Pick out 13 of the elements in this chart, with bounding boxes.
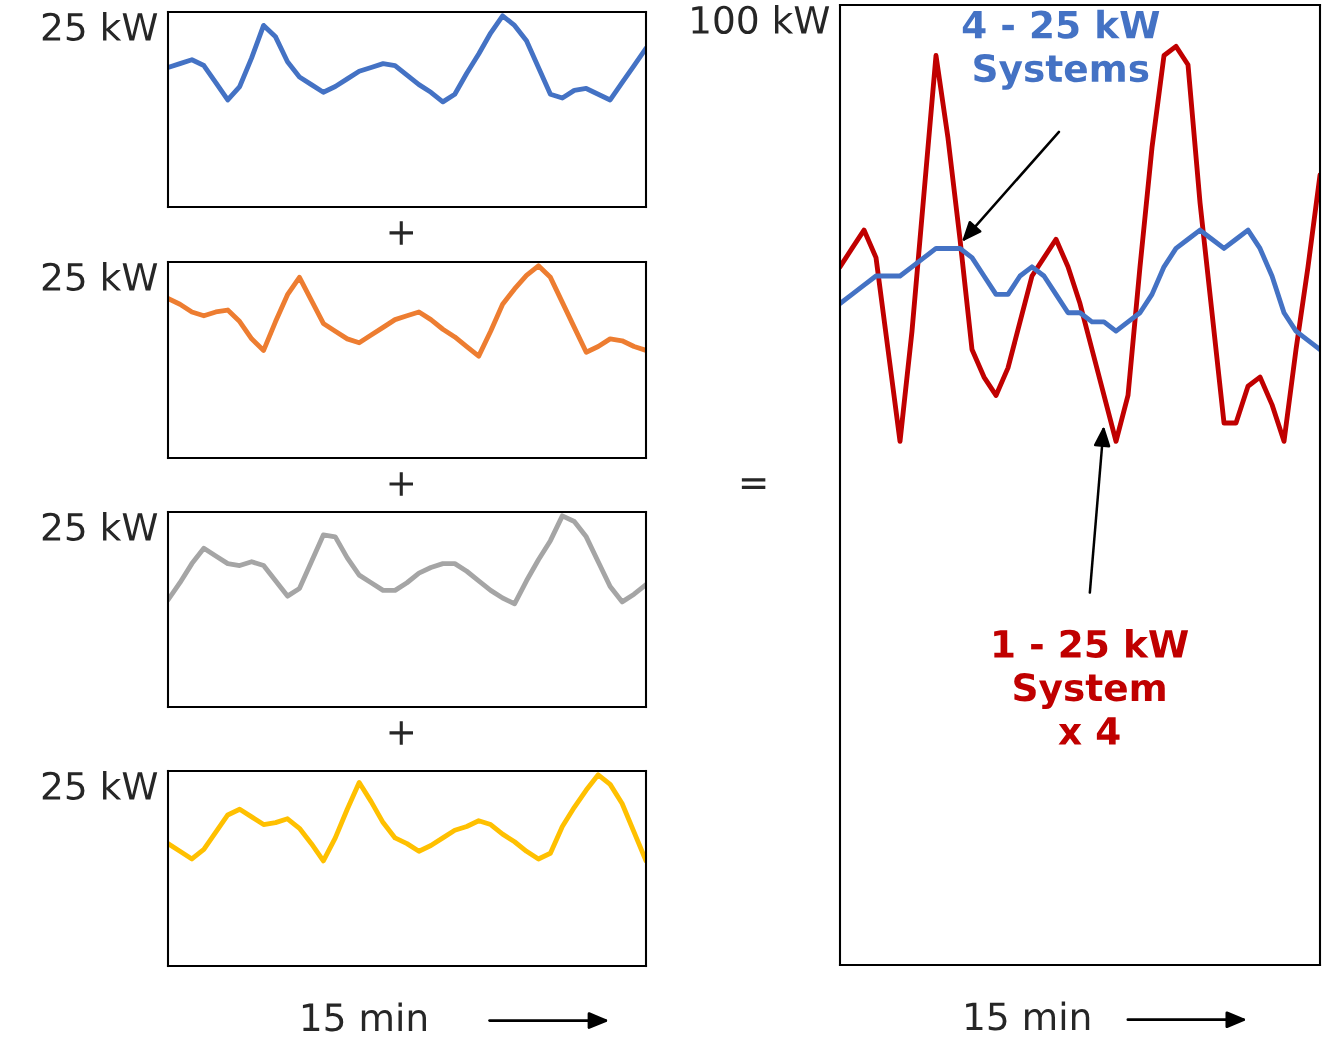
text: = xyxy=(741,478,766,489)
y-axis-title: 25 kW xyxy=(42,12,158,42)
text: + xyxy=(389,721,413,745)
y-axis-title: 25 kW xyxy=(42,771,158,801)
x-axis-title: 15 min xyxy=(966,1001,1090,1031)
text: 1 - 25 kW System x 4 xyxy=(994,629,1189,745)
y-axis-title: 25 kW xyxy=(42,262,158,292)
text: 4 - 25 kW Systems xyxy=(962,9,1160,90)
x-axis-title: 15 min xyxy=(302,1002,426,1032)
text: + xyxy=(389,472,413,496)
text: + xyxy=(389,221,413,245)
y-axis-title: 100 kW xyxy=(692,5,830,35)
y-axis-title: 25 kW xyxy=(42,512,158,542)
